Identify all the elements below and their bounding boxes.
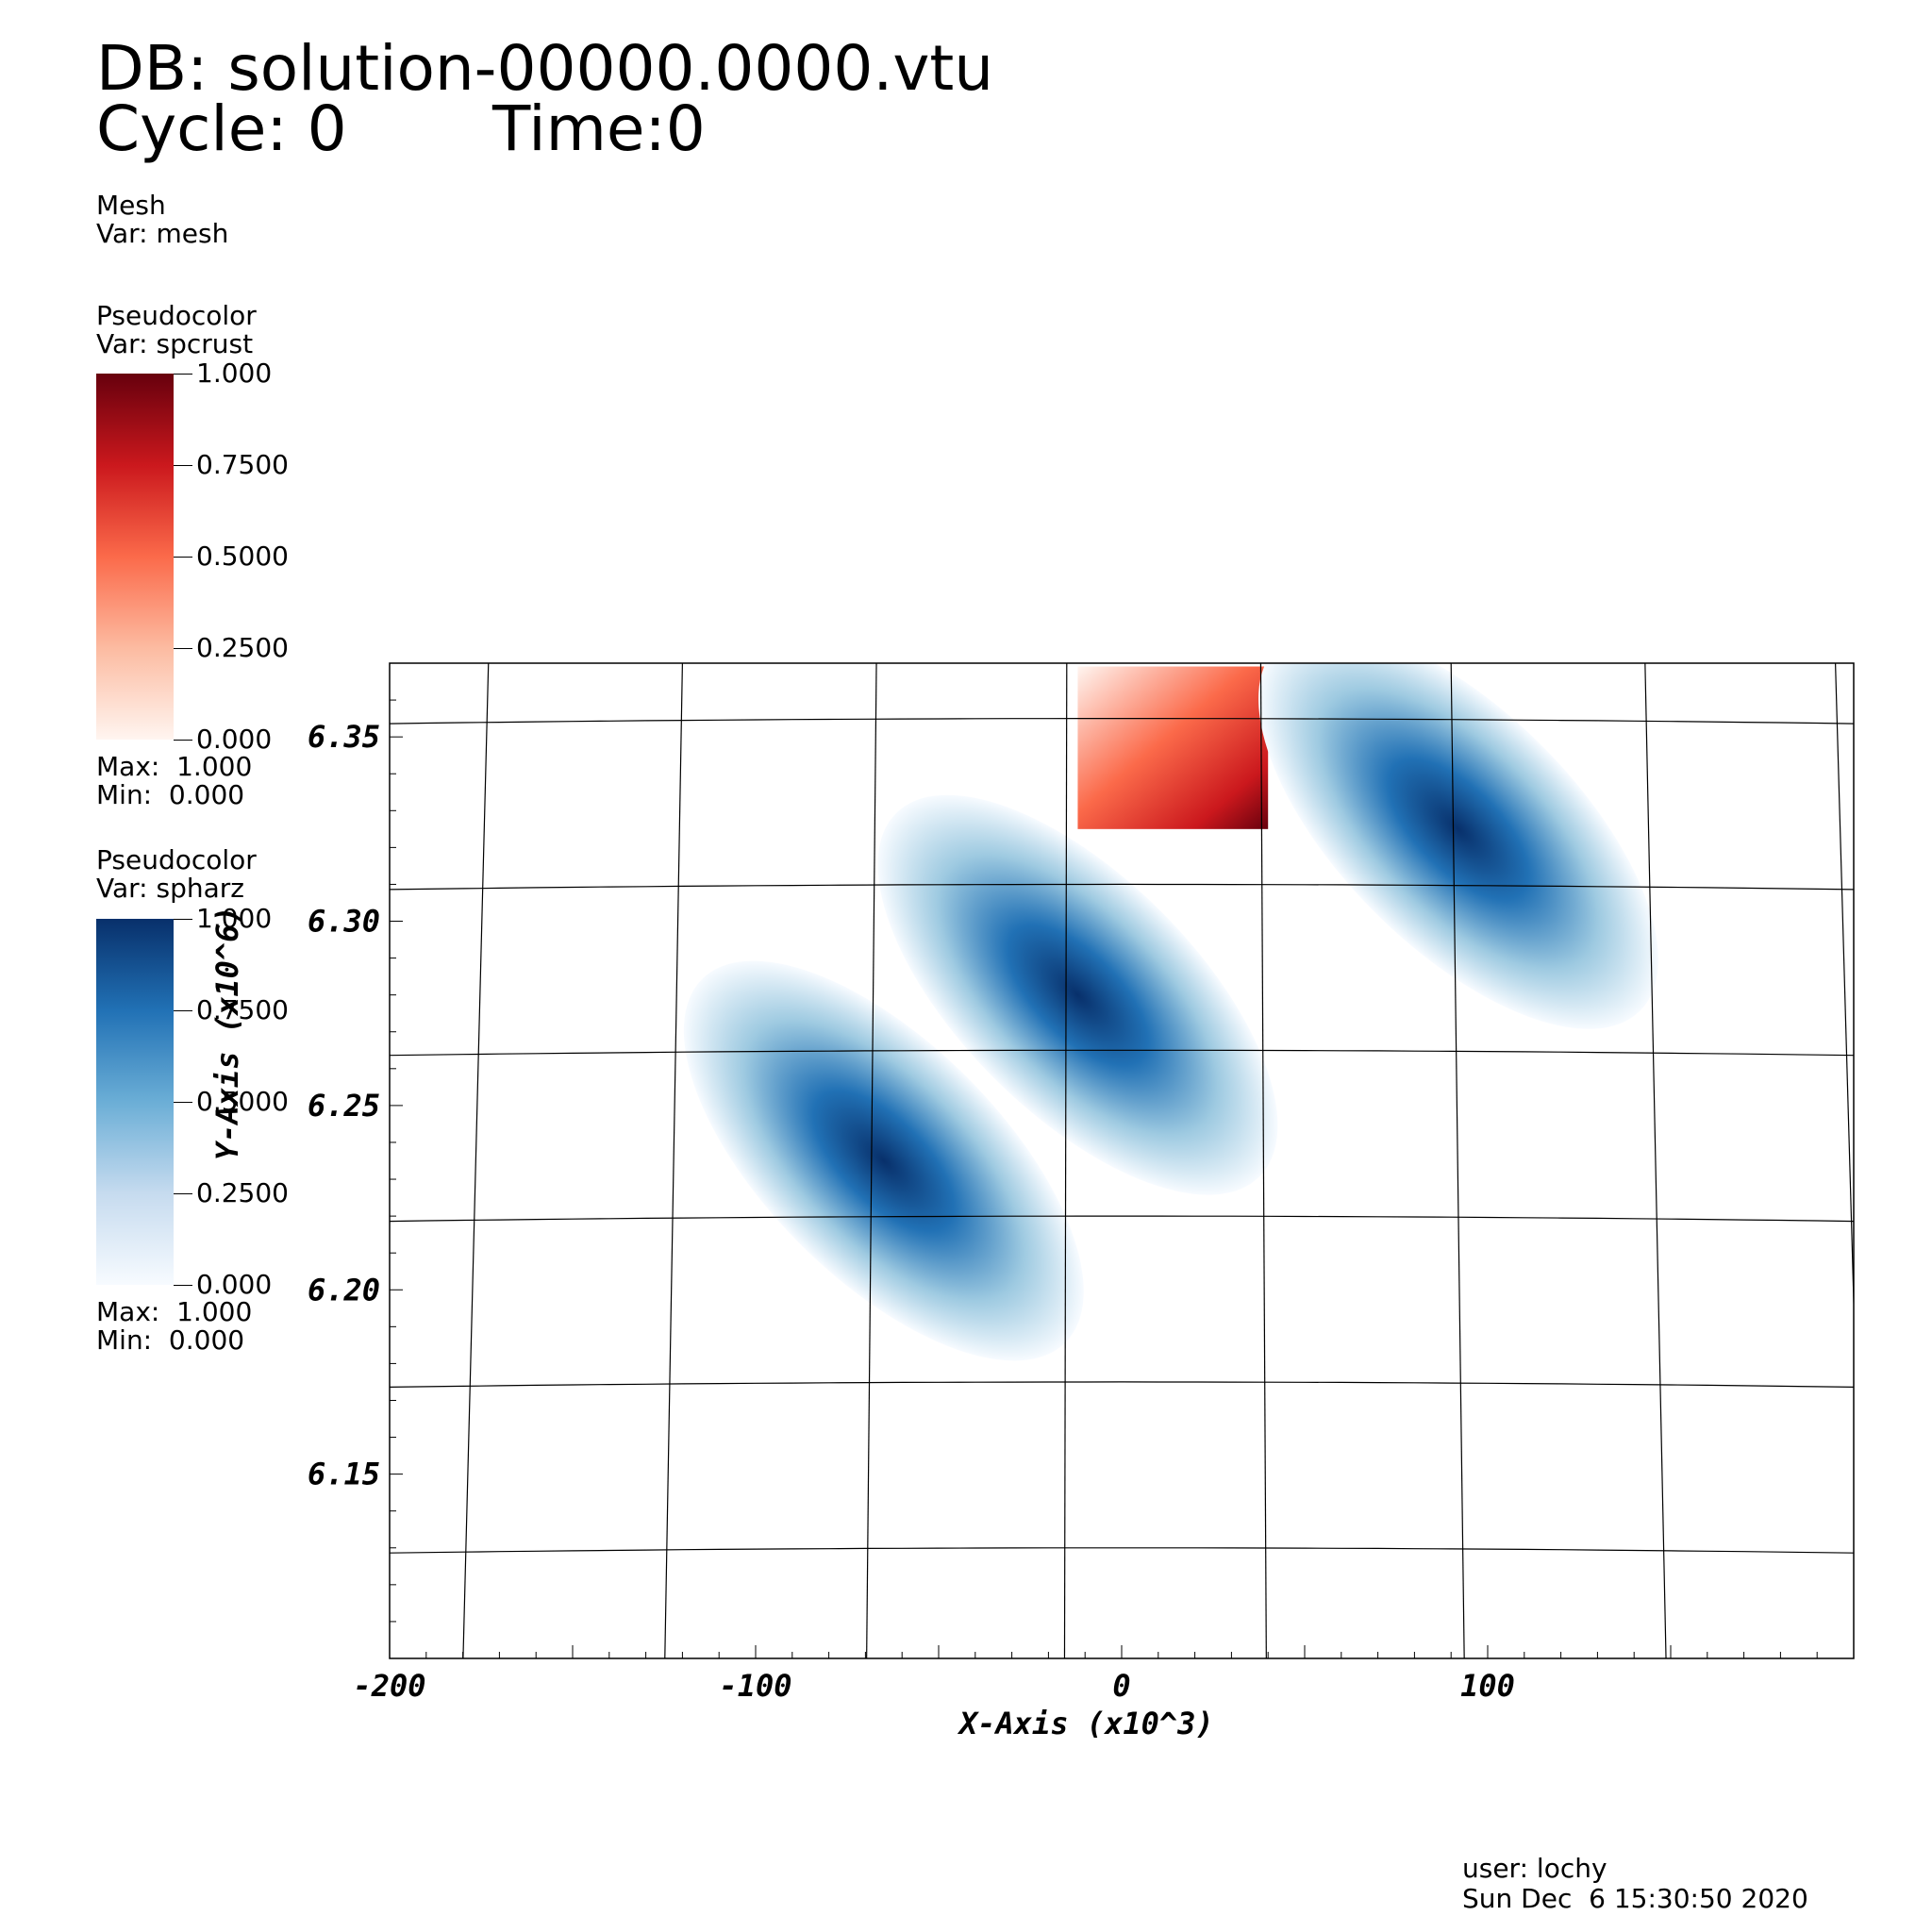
spcrust-field-cell: [1077, 666, 1269, 829]
mesh-row-line: [390, 1215, 1854, 1223]
y-tick-label: 6.25: [308, 1088, 380, 1124]
spharz-tick-label: 0.000: [196, 1269, 273, 1300]
spcrust-tick-label: 0.000: [196, 724, 273, 755]
spharz-tick-label: 0.2500: [196, 1177, 289, 1208]
spharz-field-ellipse: [877, 794, 1278, 1195]
spcrust-tick-label: 1.000: [196, 358, 273, 389]
mesh-row-line: [390, 1049, 1854, 1057]
mesh-column-line: [1259, 663, 1267, 1658]
spcrust-tick-mark: [174, 740, 192, 741]
footer-date: Sun Dec 6 15:30:50 2020: [1462, 1883, 1808, 1914]
mesh-column-line: [1063, 663, 1068, 1658]
spharz-max: Max: 1.000: [96, 1296, 253, 1327]
spcrust-legend-title: Pseudocolor: [96, 300, 257, 331]
y-tick-label: 6.35: [308, 719, 380, 755]
spharz-field-blob: [683, 960, 1084, 1361]
footer-user: user: lochy: [1462, 1853, 1607, 1884]
cycle-label: Cycle: 0: [96, 92, 347, 165]
mesh-legend-var: Var: mesh: [96, 218, 229, 249]
x-tick-label: 100: [1460, 1668, 1515, 1704]
mesh-legend-title: Mesh: [96, 190, 166, 221]
spharz-tick-label: 0.7500: [196, 994, 289, 1025]
mesh-column-line: [866, 663, 877, 1658]
spcrust-tick-mark: [174, 465, 192, 466]
x-axis-title: X-Axis (x10^3): [959, 1706, 1214, 1741]
spharz-field-ellipse: [683, 960, 1084, 1361]
spcrust-min: Min: 0.000: [96, 779, 245, 810]
spharz-tick-mark: [174, 919, 192, 920]
mesh-column-line: [1644, 663, 1667, 1658]
spharz-tick-mark: [174, 1193, 192, 1194]
spcrust-colorbar: [96, 374, 174, 740]
db-title: DB: solution-00000.0000.vtu: [96, 32, 994, 105]
mesh-row-line: [390, 718, 1854, 724]
mesh-column-line: [664, 663, 683, 1658]
y-tick-label: 6.15: [308, 1457, 380, 1492]
spharz-colorbar: [96, 919, 174, 1285]
spcrust-tick-label: 0.5000: [196, 541, 289, 572]
spharz-legend-var: Var: spharz: [96, 873, 244, 904]
spharz-field-blob: [1258, 663, 1658, 1029]
spcrust-tick-mark: [174, 557, 192, 558]
x-tick-label: -100: [719, 1668, 791, 1704]
mesh-column-line: [1450, 663, 1465, 1658]
time-label: Time:0: [492, 92, 706, 165]
spcrust-tick-label: 0.7500: [196, 449, 289, 480]
spcrust-legend-var: Var: spcrust: [96, 328, 254, 359]
spharz-field-ellipse: [1258, 663, 1658, 1029]
spcrust-max: Max: 1.000: [96, 751, 253, 782]
x-tick-label: -200: [353, 1668, 425, 1704]
spharz-tick-label: 0.5000: [196, 1086, 289, 1117]
mesh-row-line: [390, 1547, 1854, 1554]
y-axis-title: Y-Axis (x10^6): [209, 906, 245, 1160]
mesh-column-line: [462, 663, 490, 1658]
mesh-column-line: [1835, 663, 1854, 1322]
y-tick-label: 6.30: [308, 904, 380, 940]
spcrust-tick-mark: [174, 374, 192, 375]
x-tick-label: 0: [1112, 1668, 1130, 1704]
spharz-tick-label: 1.000: [196, 903, 273, 934]
spcrust-tick-mark: [174, 648, 192, 649]
mesh-row-line: [390, 1381, 1854, 1389]
spcrust-tick-label: 0.2500: [196, 632, 289, 663]
spharz-tick-mark: [174, 1010, 192, 1011]
spharz-legend-title: Pseudocolor: [96, 844, 257, 875]
spharz-tick-mark: [174, 1285, 192, 1286]
spharz-min: Min: 0.000: [96, 1324, 245, 1356]
spharz-field-blob: [877, 794, 1278, 1195]
mesh-row-line: [390, 883, 1854, 891]
y-tick-label: 6.20: [308, 1272, 380, 1307]
spharz-tick-mark: [174, 1102, 192, 1103]
